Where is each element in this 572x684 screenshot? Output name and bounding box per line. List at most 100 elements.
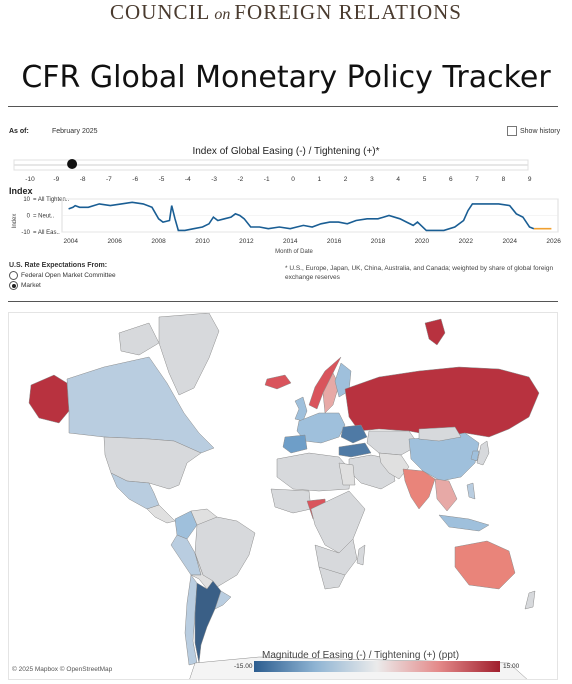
index-x-tick-label: 2012 <box>239 238 254 245</box>
legend-min-value: -15.00 <box>234 663 253 670</box>
slider-tick-label: -7 <box>106 176 112 183</box>
map-country-indonesia[interactable] <box>438 514 490 532</box>
radio-button-market[interactable] <box>9 281 18 290</box>
index-y-axis-title: Index <box>12 214 18 229</box>
map-country-japan[interactable] <box>476 440 490 466</box>
map-country-south-africa[interactable] <box>318 566 346 590</box>
slider-tick-label: 7 <box>475 176 479 183</box>
slider-tick-label: 5 <box>423 176 427 183</box>
cfr-logo[interactable]: COUNCIL on FOREIGN RELATIONS <box>0 0 572 25</box>
index-y-category-label: = Neut.. <box>33 214 55 220</box>
slider-tick-label: 9 <box>528 176 532 183</box>
index-x-tick-label: 2008 <box>151 238 166 245</box>
map-country-russia-north-islands[interactable] <box>424 318 446 346</box>
map-attribution[interactable]: © 2025 Mapbox © OpenStreetMap <box>12 666 113 673</box>
slider-tick-label: 2 <box>344 176 348 183</box>
page-title: CFR Global Monetary Policy Tracker <box>21 60 551 95</box>
map-country-australia[interactable] <box>454 540 516 590</box>
index-line-chart: Index Index 10 = All Tighten.. 0 = Neut.. -1… <box>9 186 561 255</box>
index-y-tick-label: -10 <box>21 230 30 236</box>
map-country-russia[interactable] <box>344 366 540 438</box>
index-x-axis-title: Month of Date <box>275 249 313 255</box>
map-country-uk[interactable] <box>294 396 308 422</box>
slider-tick-label: -9 <box>53 176 59 183</box>
map-country-egypt[interactable] <box>338 462 356 486</box>
slider-tick-label: -10 <box>25 176 35 183</box>
show-history-checkbox[interactable] <box>507 126 517 136</box>
map-country-mongolia[interactable] <box>418 426 462 442</box>
index-y-category-label: = All Eas.. <box>33 230 60 236</box>
index-x-tick-label: 2022 <box>459 238 474 245</box>
map-country-greenland[interactable] <box>158 313 220 396</box>
map-divider <box>8 301 558 302</box>
index-series-line[interactable] <box>68 201 535 232</box>
radio-label-market: Market <box>21 282 41 289</box>
slider-tick-label: 6 <box>449 176 453 183</box>
map-country-southeast-asia[interactable] <box>434 478 458 512</box>
map-country-arctic-islands[interactable] <box>118 322 160 356</box>
slider-tick-label: -8 <box>80 176 86 183</box>
map-country-west-africa[interactable] <box>270 488 312 514</box>
as-of-value: February 2025 <box>52 128 98 135</box>
map-country-north-africa[interactable] <box>276 452 352 492</box>
slider-tick-label: -5 <box>159 176 165 183</box>
map-country-central-america[interactable] <box>146 504 176 524</box>
map-country-spain[interactable] <box>282 434 308 454</box>
map-country-new-zealand[interactable] <box>524 590 536 610</box>
index-x-tick-label: 2024 <box>502 238 517 245</box>
map-country-argentina[interactable] <box>194 580 222 664</box>
top-divider <box>8 106 558 107</box>
slider-tick-label: 3 <box>370 176 374 183</box>
map-country-ukraine[interactable] <box>340 424 368 444</box>
slider-track-box <box>13 159 529 171</box>
world-map-svg[interactable] <box>9 313 558 680</box>
index-x-tick-label: 2006 <box>107 238 122 245</box>
map-country-europe[interactable] <box>296 412 346 444</box>
slider-tick-label: -4 <box>185 176 191 183</box>
index-x-tick-label: 2026 <box>546 238 561 245</box>
rate-expectations-heading: U.S. Rate Expectations From: <box>9 262 108 269</box>
index-x-tick-label: 2010 <box>195 238 210 245</box>
slider-tick-label: 0 <box>291 176 295 183</box>
world-map[interactable] <box>8 312 558 680</box>
map-country-uruguay[interactable] <box>214 590 232 610</box>
map-country-colombia[interactable] <box>174 510 198 540</box>
slider-tick-label: 1 <box>317 176 321 183</box>
map-country-alaska[interactable] <box>28 374 70 424</box>
as-of-label: As of: <box>9 128 29 135</box>
index-x-tick-label: 2020 <box>415 238 430 245</box>
map-country-madagascar[interactable] <box>356 544 366 566</box>
footnote: * U.S., Europe, Japan, UK, China, Austra… <box>285 265 554 281</box>
logo-text-foreign-relations: FOREIGN RELATIONS <box>234 0 462 24</box>
slider-tick-label: 8 <box>502 176 506 183</box>
slider-tick-label: 4 <box>396 176 400 183</box>
legend-color-scale <box>254 661 500 672</box>
index-slider[interactable]: -10 -9 -8 -7 -6 -5 -4 -3 -2 -1 0 1 2 3 4 5 6 7 8 9 <box>0 155 572 185</box>
slider-tick-label: -1 <box>264 176 270 183</box>
radio-button-fomc[interactable] <box>9 271 18 280</box>
map-country-iran[interactable] <box>378 452 410 480</box>
map-country-usa[interactable] <box>103 436 202 490</box>
index-heading: Index <box>9 186 33 196</box>
radio-market[interactable]: Market <box>9 281 41 290</box>
legend-max-value: 15.00 <box>503 663 520 670</box>
show-history-toggle[interactable]: Show history <box>507 126 560 136</box>
map-country-philippines[interactable] <box>466 482 476 500</box>
slider-tick-label: -6 <box>132 176 138 183</box>
map-country-india[interactable] <box>402 468 436 510</box>
map-country-korea[interactable] <box>470 450 480 462</box>
index-x-tick-label: 2014 <box>283 238 298 245</box>
map-country-norway[interactable] <box>308 356 342 410</box>
map-country-iceland[interactable] <box>264 374 292 390</box>
index-x-tick-label: 2016 <box>327 238 342 245</box>
radio-fomc[interactable]: Federal Open Market Committee <box>9 271 116 280</box>
map-country-turkey[interactable] <box>338 442 372 458</box>
index-y-category-label: = All Tighten.. <box>33 197 70 203</box>
radio-label-fomc: Federal Open Market Committee <box>21 272 116 279</box>
logo-text-on: on <box>214 6 231 23</box>
index-x-tick-label: 2018 <box>371 238 386 245</box>
slider-knob[interactable] <box>67 159 78 169</box>
map-country-bolivia[interactable] <box>190 552 214 590</box>
map-country-sweden[interactable] <box>322 372 340 414</box>
map-country-canada[interactable] <box>66 356 215 454</box>
